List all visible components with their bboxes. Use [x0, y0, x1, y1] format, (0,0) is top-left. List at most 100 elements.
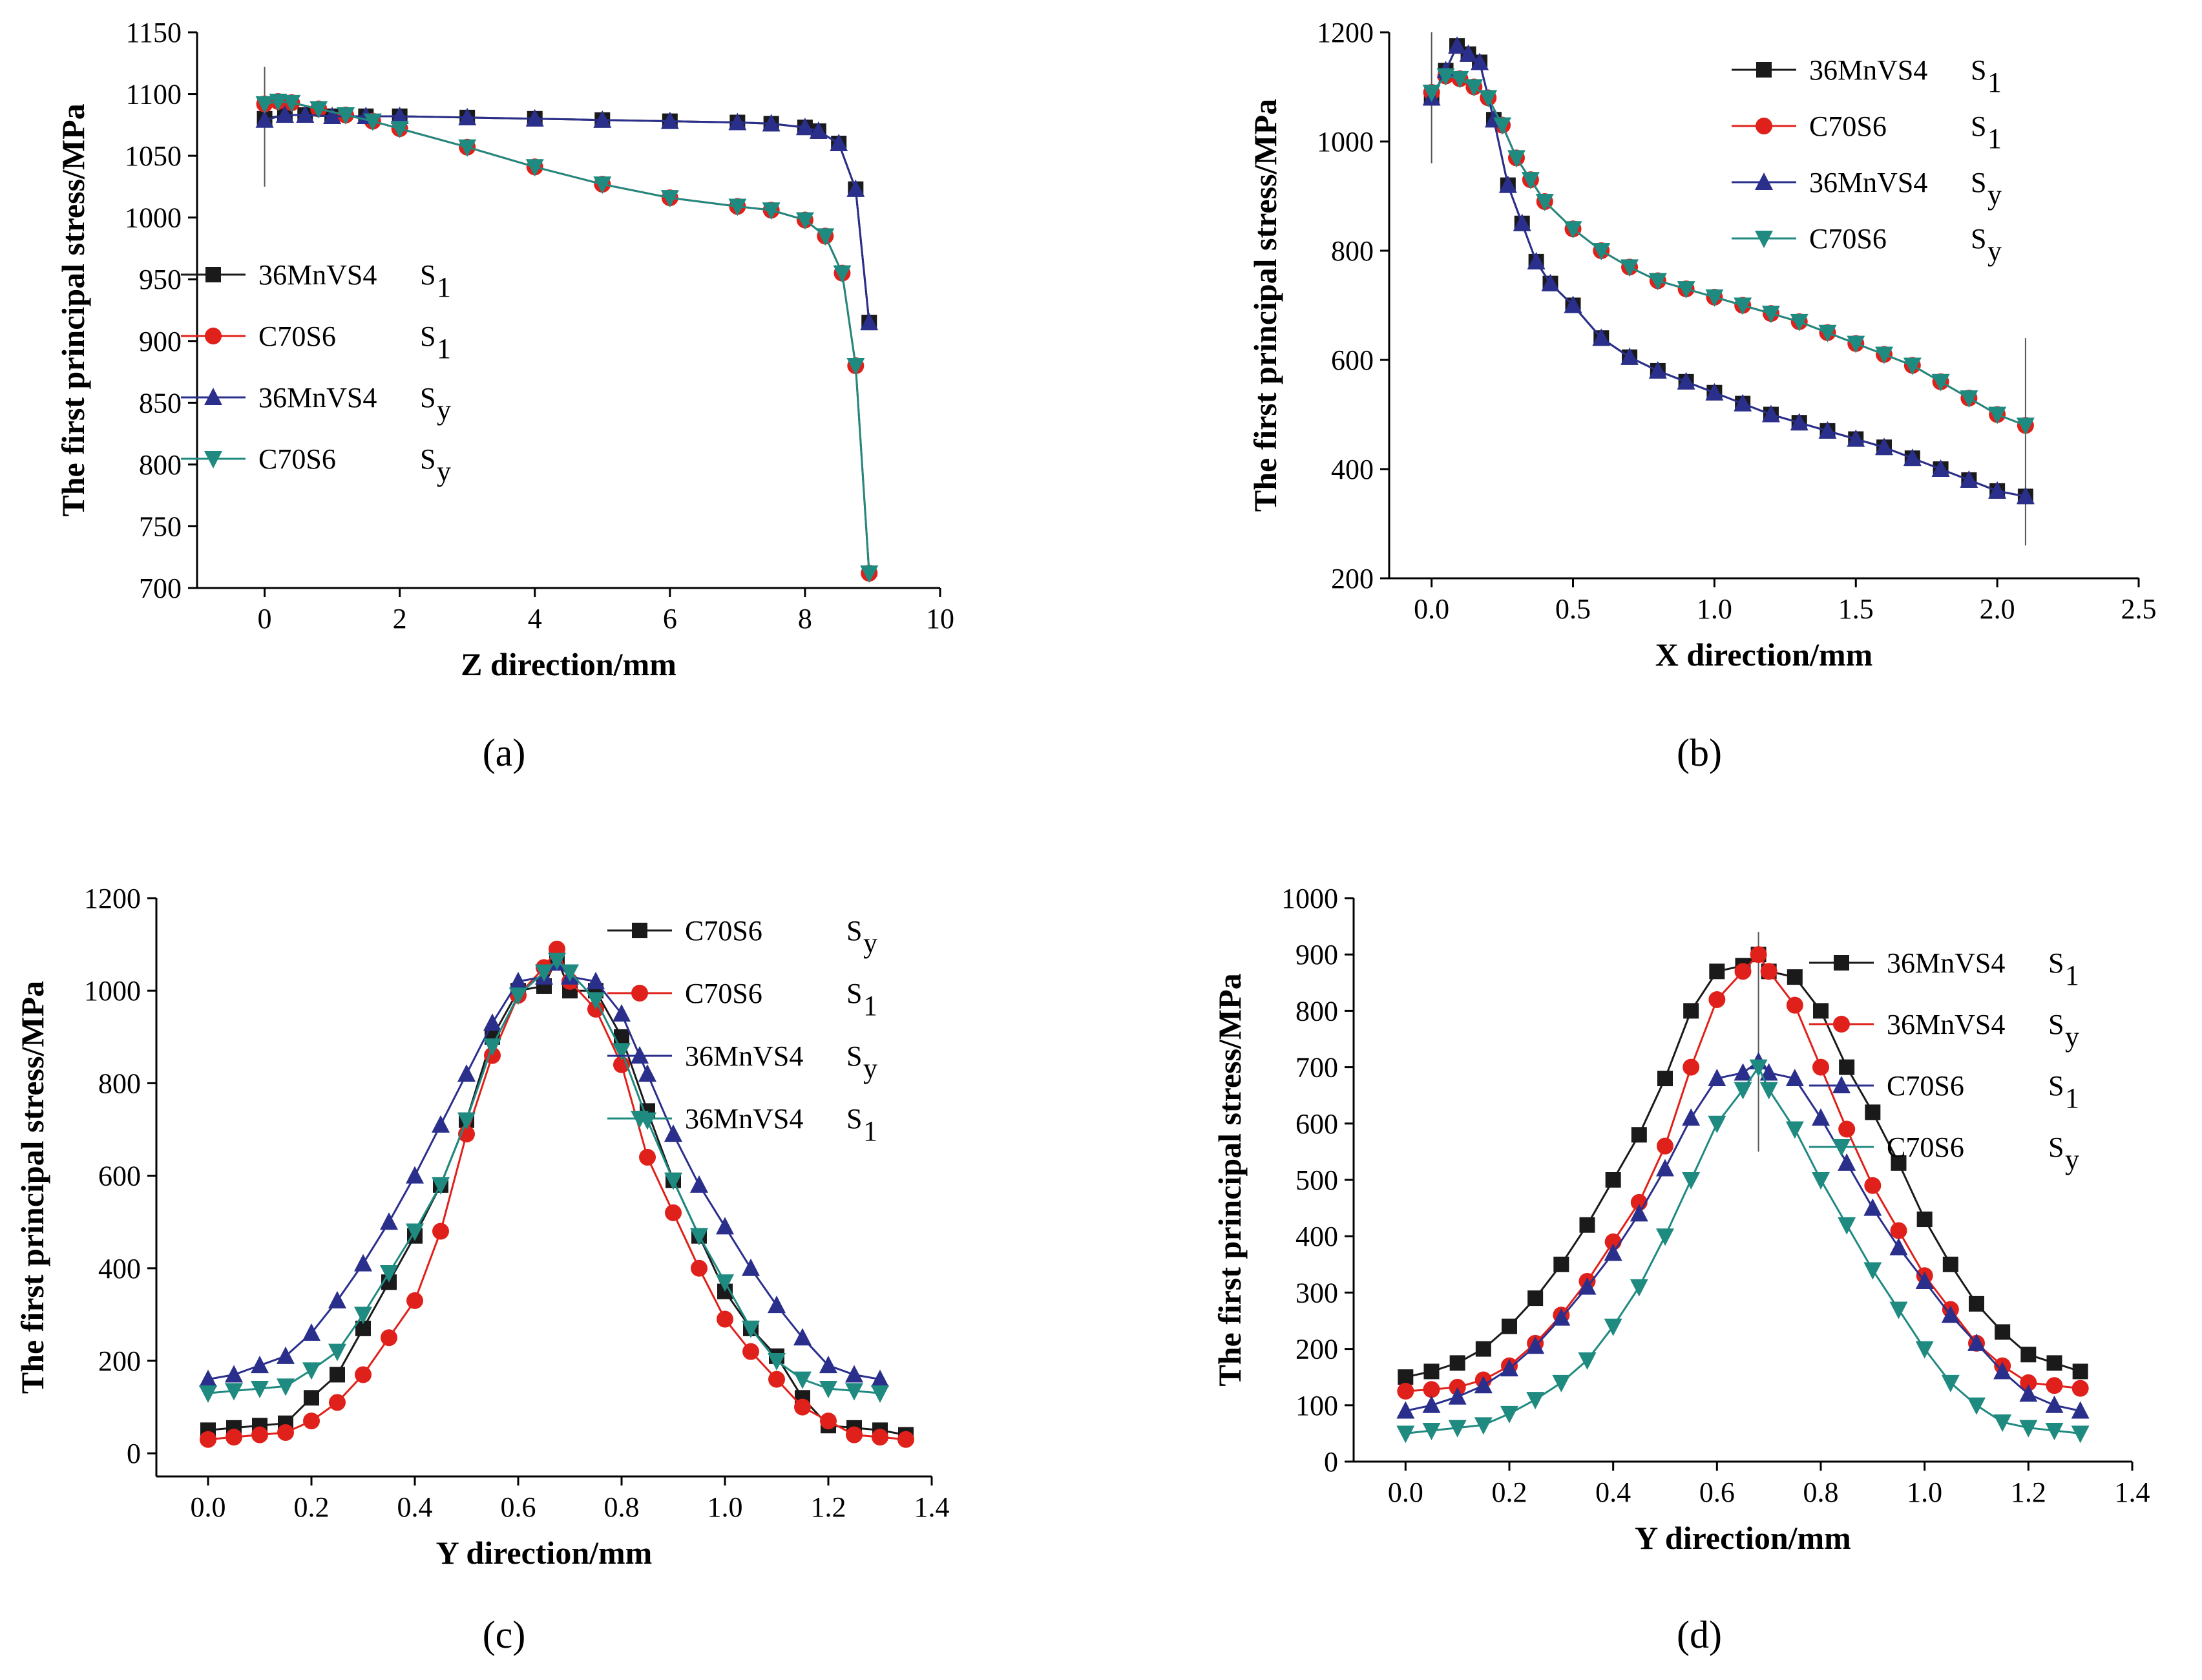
- data-point: [1786, 996, 1803, 1014]
- x-tick-label: 0.8: [1803, 1476, 1839, 1508]
- data-point: [1967, 1397, 1986, 1415]
- data-point: [1657, 1071, 1673, 1087]
- legend-symbol: S: [846, 1040, 862, 1072]
- x-tick-label: 10: [926, 603, 954, 635]
- legend-marker: [631, 985, 648, 1002]
- x-tick-label: 1.4: [2115, 1476, 2150, 1508]
- data-point: [768, 1296, 786, 1314]
- legend-subscript: y: [2065, 1021, 2079, 1053]
- legend-subscript: 1: [863, 990, 877, 1022]
- data-point: [1760, 963, 1777, 980]
- series-C70S6-y: [1396, 1059, 2090, 1444]
- data-point: [330, 1367, 345, 1383]
- data-point: [809, 121, 828, 139]
- data-point: [2071, 1401, 2090, 1419]
- data-point: [1592, 243, 1611, 260]
- data-point: [1526, 1392, 1545, 1410]
- data-point: [1969, 1296, 1984, 1312]
- data-point: [225, 1365, 243, 1383]
- data-point: [897, 1431, 914, 1448]
- data-point: [1705, 383, 1724, 401]
- x-tick-label: 4: [528, 603, 542, 635]
- legend-label: C70S6: [685, 915, 762, 947]
- data-point: [1656, 1159, 1674, 1177]
- data-point: [1683, 1058, 1700, 1076]
- data-point: [1552, 1308, 1571, 1326]
- x-tick-label: 0.2: [294, 1491, 330, 1523]
- data-point: [1448, 1420, 1467, 1438]
- legend-marker: [632, 923, 647, 938]
- data-point: [768, 1353, 786, 1370]
- data-point: [304, 1390, 319, 1406]
- data-point: [1988, 406, 2007, 425]
- data-point: [665, 1204, 682, 1221]
- data-point: [742, 1343, 759, 1360]
- data-point: [2019, 1420, 2038, 1438]
- y-tick-label: 400: [98, 1253, 141, 1285]
- chart-panel-1: 0 2 4 6 8 10 700 750 800 850 900 950 1000 1050 1100 115…: [55, 17, 954, 774]
- data-point: [328, 1290, 346, 1308]
- y-tick-label: 950: [139, 264, 182, 295]
- legend-symbol: S: [420, 259, 435, 291]
- data-point: [2020, 1374, 2037, 1391]
- legend-symbol: S: [1971, 54, 1986, 86]
- data-point: [1656, 1228, 1674, 1246]
- legend-label: 36MnVS4: [685, 1040, 803, 1072]
- data-point: [793, 1371, 812, 1389]
- data-point: [1790, 413, 1809, 431]
- data-point: [872, 1429, 888, 1446]
- series-line: [1431, 74, 2026, 426]
- data-point: [742, 1258, 760, 1276]
- y-tick-label: 1000: [125, 202, 182, 234]
- data-point: [830, 134, 848, 151]
- data-point: [251, 1356, 269, 1374]
- data-point: [1422, 1395, 1441, 1413]
- data-point: [1521, 172, 1540, 190]
- x-tick-label: 1.0: [1907, 1476, 1942, 1508]
- data-point: [691, 1259, 708, 1277]
- data-point: [2016, 417, 2035, 436]
- data-point: [355, 1320, 371, 1336]
- y-tick-label: 800: [1295, 995, 1338, 1027]
- data-point: [1474, 1417, 1493, 1435]
- legend-label: C70S6: [685, 978, 762, 1009]
- data-point: [1988, 481, 2007, 499]
- data-point: [1903, 357, 1922, 375]
- legend-marker: [631, 1111, 649, 1128]
- data-point: [1993, 1414, 2012, 1432]
- x-tick-label: 1.0: [1697, 593, 1732, 625]
- data-point: [1838, 1153, 1856, 1171]
- data-point: [613, 1043, 631, 1061]
- y-tick-label: 200: [1295, 1334, 1338, 1365]
- legend-symbol: S: [1971, 110, 1986, 142]
- data-point: [1398, 1369, 1414, 1385]
- series-C70S6-1: [200, 940, 914, 1448]
- panel-label: (a): [483, 731, 526, 774]
- data-point: [277, 1423, 294, 1441]
- data-point: [337, 107, 355, 125]
- data-point: [509, 987, 527, 1005]
- data-point: [1513, 213, 1531, 231]
- legend-label: C70S6: [1887, 1131, 1964, 1163]
- data-point: [846, 358, 865, 375]
- data-point: [1931, 459, 1950, 477]
- series-line: [207, 961, 881, 1381]
- data-point: [660, 111, 679, 129]
- data-point: [1787, 969, 1803, 985]
- data-point: [1734, 1063, 1752, 1081]
- legend-subscript: 1: [437, 271, 451, 303]
- data-point: [1449, 1355, 1465, 1371]
- data-point: [1709, 963, 1725, 980]
- legend-subscript: y: [1987, 179, 2002, 211]
- chart-panel-3: 0.0 0.2 0.4 0.6 0.8 1.0 1.2 1.4 0 200 400 600 800 100…: [14, 883, 950, 1656]
- legend-marker: [204, 451, 222, 468]
- legend-symbol: S: [420, 320, 435, 352]
- data-point: [1552, 1374, 1571, 1392]
- data-point: [406, 1223, 424, 1241]
- data-point: [354, 1254, 372, 1272]
- data-point: [1847, 429, 1865, 447]
- legend-label: 36MnVS4: [1887, 1009, 2005, 1040]
- y-tick-label: 850: [139, 387, 182, 419]
- data-point: [871, 1385, 889, 1403]
